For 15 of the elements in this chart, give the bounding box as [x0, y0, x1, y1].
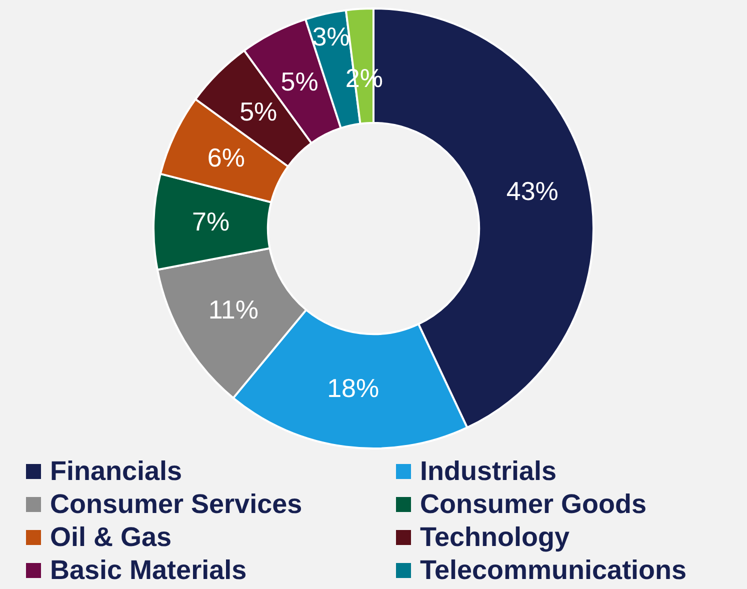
legend-label: Technology	[420, 522, 570, 553]
data-label: 7%	[192, 206, 230, 237]
data-label: 5%	[240, 96, 278, 127]
legend-label: Industrials	[420, 456, 557, 487]
legend-label: Telecommunications	[420, 555, 687, 586]
data-label: 18%	[327, 373, 380, 404]
data-label: 11%	[208, 294, 258, 325]
data-label: 43%	[506, 176, 558, 206]
legend-label: Consumer Goods	[420, 489, 647, 520]
legend-label: Consumer Services	[50, 489, 302, 520]
data-label: 6%	[207, 142, 245, 172]
data-label: 5%	[280, 66, 318, 97]
legend-label: Basic Materials	[50, 555, 247, 586]
legend-label: Oil & Gas	[50, 522, 172, 553]
legend-label: Financials	[50, 456, 182, 487]
